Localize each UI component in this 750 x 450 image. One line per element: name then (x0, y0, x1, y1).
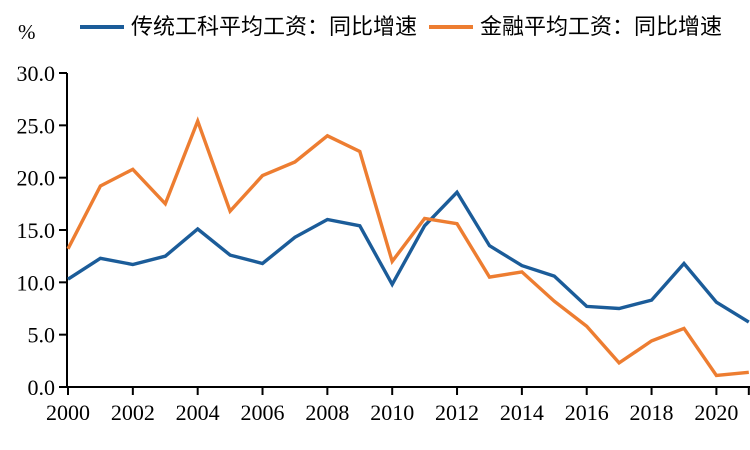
x-tick-label: 2014 (500, 400, 544, 425)
y-tick-label: 10.0 (17, 270, 56, 295)
legend-item-1: 金融平均工资：同比增速 (429, 16, 722, 38)
legend-item-0: 传统工科平均工资：同比增速 (80, 16, 417, 38)
x-tick-label: 2016 (565, 400, 609, 425)
y-tick-label: 25.0 (17, 113, 56, 138)
y-tick-label: 30.0 (17, 61, 56, 86)
x-tick-label: 2018 (630, 400, 674, 425)
y-axis-unit-label: % (18, 20, 36, 44)
legend-label-1: 金融平均工资：同比增速 (480, 14, 723, 39)
x-tick-label: 2010 (370, 400, 414, 425)
legend-line-swatch-1 (429, 25, 474, 29)
x-tick-label: 2004 (176, 400, 220, 425)
y-tick-label: 15.0 (17, 218, 56, 243)
legend: 传统工科平均工资：同比增速 金融平均工资：同比增速 (80, 16, 722, 38)
y-tick-label: 20.0 (17, 166, 56, 191)
x-tick-label: 2006 (241, 400, 285, 425)
x-tick-label: 2008 (305, 400, 349, 425)
x-tick-label: 2012 (435, 400, 479, 425)
x-tick-label: 2020 (694, 400, 738, 425)
y-tick-label: 5.0 (28, 323, 56, 348)
legend-line-swatch-0 (80, 25, 124, 29)
series-line-1 (66, 116, 749, 378)
legend-label-0: 传统工科平均工资：同比增速 (131, 14, 418, 39)
series-line-0 (67, 189, 750, 324)
y-tick-label: 0.0 (28, 375, 56, 400)
x-tick-label: 2002 (111, 400, 155, 425)
x-tick-label: 2000 (46, 400, 90, 425)
